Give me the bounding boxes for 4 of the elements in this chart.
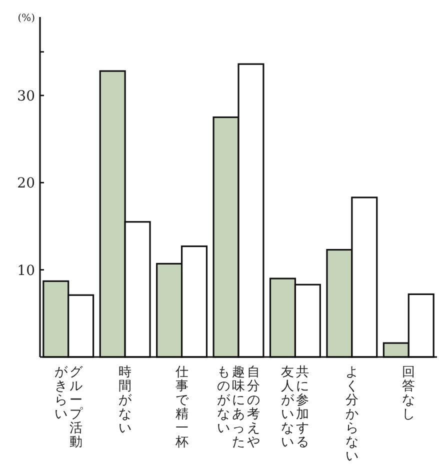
y-axis-title: (%) [18,13,36,24]
y-tick-label: 20 [17,176,35,192]
y-tick-label: 10 [17,262,35,279]
y-tick-label: 30 [17,88,35,104]
